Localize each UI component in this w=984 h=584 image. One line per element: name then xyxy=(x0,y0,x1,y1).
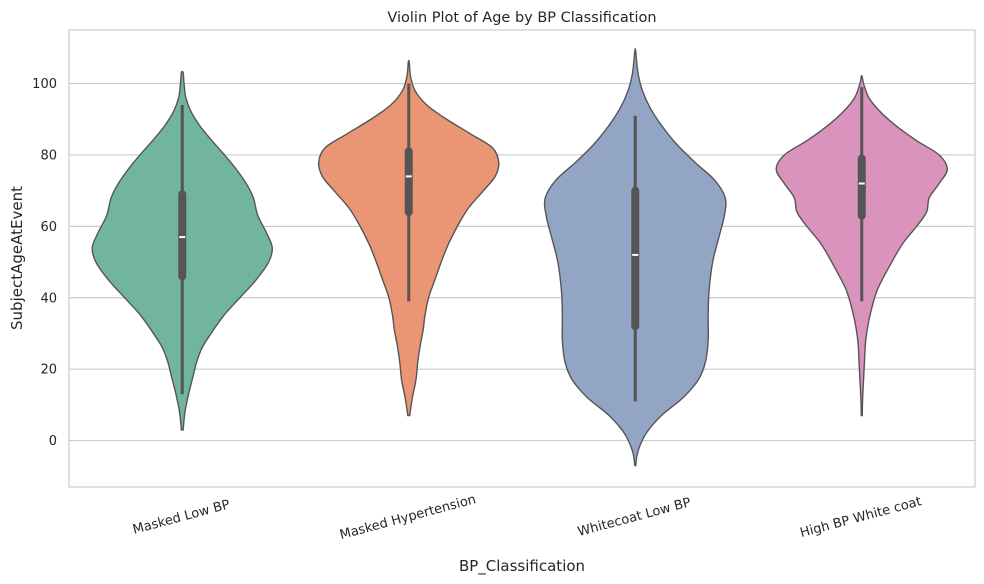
x-tick-label: Masked Hypertension xyxy=(338,492,477,543)
x-tick-labels: Masked Low BP Masked Hypertension Whitecoa… xyxy=(131,492,923,543)
y-tick-label: 100 xyxy=(32,77,57,92)
x-tick-label: Masked Low BP xyxy=(131,497,232,537)
y-tick-label: 80 xyxy=(40,148,57,163)
y-tick-labels: 0 20 40 60 80 100 xyxy=(32,77,57,449)
violins xyxy=(91,48,948,467)
x-tick-label: High BP White coat xyxy=(799,494,924,541)
chart-title: Violin Plot of Age by BP Classification xyxy=(387,10,656,26)
plot-frame xyxy=(68,29,976,488)
y-tick-label: 60 xyxy=(40,220,57,235)
y-tick-label: 20 xyxy=(40,363,57,378)
x-tick-label: Whitecoat Low BP xyxy=(576,495,693,540)
y-axis-label: SubjectAgeAtEvent xyxy=(8,186,26,330)
x-axis-label: BP_Classification xyxy=(459,557,585,576)
y-tick-label: 0 xyxy=(49,434,57,449)
y-tick-label: 40 xyxy=(40,291,57,306)
